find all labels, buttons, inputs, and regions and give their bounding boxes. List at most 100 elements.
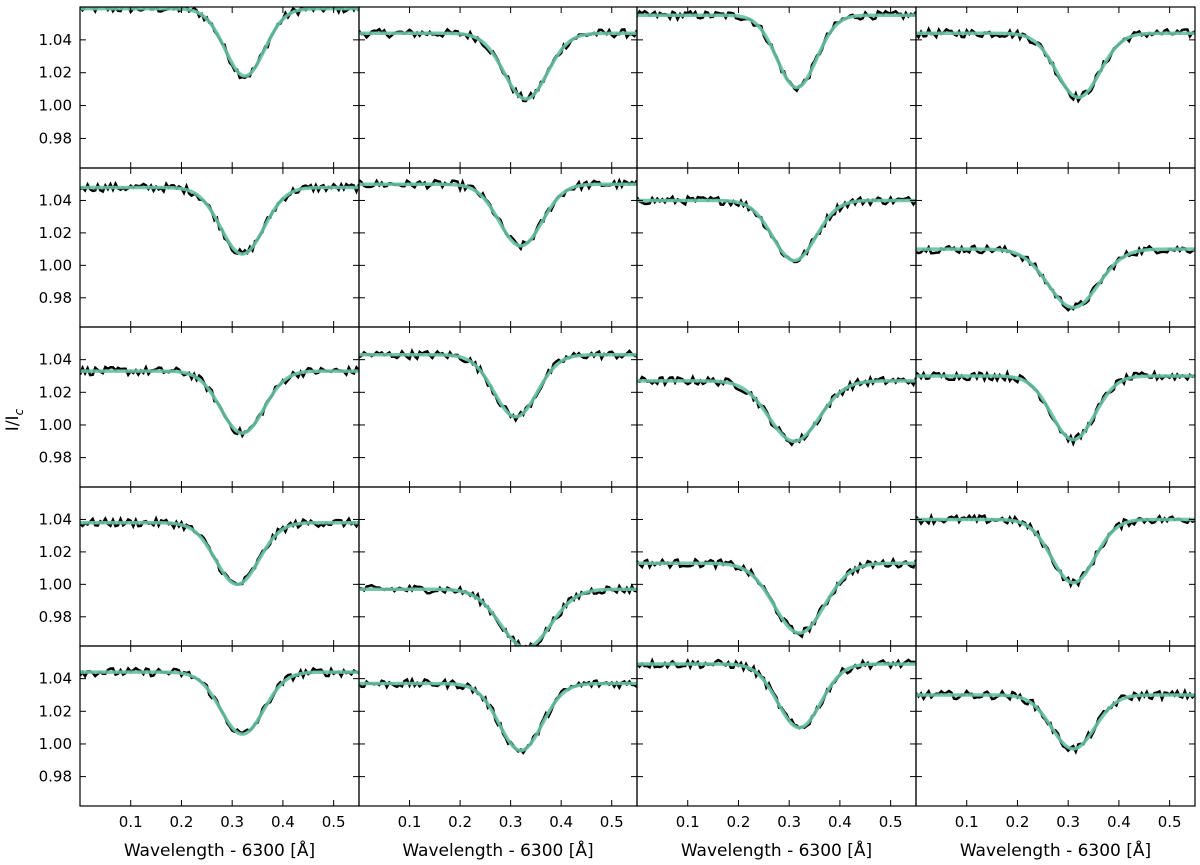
panel (636, 326, 917, 488)
panel: 0.98 1.00 1.02 1.04 (39, 167, 360, 328)
panel-frame (636, 645, 917, 807)
x-tick-label: 0.3 (1056, 813, 1080, 831)
panel (915, 167, 1196, 328)
x-tick-label: 0.1 (955, 813, 979, 831)
panel (915, 6, 1196, 169)
fit-profile-line (637, 662, 916, 730)
y-tick-label: 1.00 (39, 575, 72, 593)
observed-profile-line (359, 583, 637, 646)
panel (636, 486, 917, 647)
panel: 0.98 1.00 1.02 1.04 (39, 486, 360, 647)
observed-profile-line (637, 194, 916, 264)
panel: 0.98 1.00 1.02 1.04 (39, 326, 360, 488)
x-tick-label: 0.2 (1006, 813, 1030, 831)
fit-profile-line (637, 198, 916, 263)
observed-profile-line (916, 243, 1195, 312)
panel: 0.98 1.00 1.02 1.04 (39, 6, 360, 169)
fit-profile-line (637, 379, 916, 444)
fit-profile-line (80, 185, 359, 256)
panel (358, 486, 638, 647)
y-tick-label: 1.02 (39, 64, 72, 82)
y-tick-label: 0.98 (39, 449, 72, 467)
y-tick-label: 1.04 (39, 670, 72, 688)
panel (358, 645, 638, 807)
panel-frame (636, 326, 917, 488)
x-tick-label: 0.3 (220, 813, 244, 831)
x-tick-label: 0.2 (727, 813, 751, 831)
x-tick-label: 0.4 (1107, 813, 1131, 831)
x-tick-label: 0.5 (322, 813, 346, 831)
fit-profile-line (916, 374, 1195, 442)
x-tick-label: 0.3 (777, 813, 801, 831)
panel: 0.98 1.00 1.02 1.04 (39, 645, 360, 807)
panel-frame (636, 167, 917, 328)
panel (636, 645, 917, 807)
x-axis-label: Wavelength - 6300 [Å] (124, 839, 315, 861)
fit-profile-line (916, 693, 1195, 751)
y-tick-label: 1.00 (39, 97, 72, 115)
x-tick-label: 0.3 (499, 813, 523, 831)
y-tick-label: 1.02 (39, 543, 72, 561)
observed-profile-line (637, 373, 916, 447)
y-tick-label: 1.04 (39, 351, 72, 369)
panel (636, 167, 917, 328)
x-tick-label: 0.1 (398, 813, 422, 831)
y-tick-label: 0.98 (39, 608, 72, 626)
x-axis-label: Wavelength - 6300 [Å] (681, 839, 872, 861)
observed-profile-line (80, 180, 359, 256)
panel (915, 645, 1196, 807)
y-tick-label: 0.98 (39, 768, 72, 786)
y-tick-label: 1.02 (39, 702, 72, 720)
fit-profile-line (637, 561, 916, 635)
panel (915, 486, 1196, 647)
y-tick-label: 0.98 (39, 129, 72, 147)
fit-profile-line (359, 31, 637, 101)
fit-profile-line (359, 182, 637, 248)
x-tick-label: 0.5 (600, 813, 624, 831)
panel-frame (915, 645, 1196, 807)
fit-profile-line (916, 247, 1195, 310)
observed-profile-line (916, 369, 1195, 447)
x-axis-label: Wavelength - 6300 [Å] (960, 839, 1151, 861)
panel-frame (79, 6, 360, 169)
x-tick-label: 0.2 (170, 813, 194, 831)
observed-profile-line (80, 666, 359, 735)
panel-frame (915, 326, 1196, 488)
panel (358, 6, 638, 169)
fit-profile-line (916, 31, 1195, 100)
y-axis-label: I/Ic (3, 408, 26, 431)
panel-frame (79, 167, 360, 328)
x-axis-labels: 0.1 0.2 0.3 0.4 0.5 Wavelength - 6300 [Å] 0.1 0… (119, 813, 1182, 861)
observed-profile-line (637, 9, 916, 93)
x-tick-label: 0.2 (448, 813, 472, 831)
panel-frame (358, 326, 638, 488)
x-tick-label: 0.1 (676, 813, 700, 831)
y-axis-label-subscript: c (12, 408, 26, 415)
y-tick-label: 1.00 (39, 735, 72, 753)
fit-profile-line (359, 353, 637, 419)
fit-profile-line (80, 369, 359, 435)
y-tick-label: 1.04 (39, 191, 72, 209)
observed-profile-line (80, 364, 359, 439)
y-tick-label: 1.04 (39, 510, 72, 528)
x-tick-label: 0.5 (1158, 813, 1182, 831)
panel (636, 6, 917, 169)
observed-profile-line (359, 348, 637, 423)
y-tick-label: 1.02 (39, 383, 72, 401)
panel (915, 326, 1196, 488)
x-axis-label: Wavelength - 6300 [Å] (402, 839, 593, 861)
panel-grid: 0.98 1.00 1.02 1.04 0.98 1.00 1.02 1.04 0.98 1.00… (39, 6, 1196, 807)
fit-profile-line (359, 587, 637, 646)
observed-profile-line (637, 657, 916, 730)
y-tick-label: 1.00 (39, 256, 72, 274)
observed-profile-line (80, 515, 359, 586)
observed-profile-line (359, 177, 637, 252)
y-tick-label: 1.04 (39, 31, 72, 49)
observed-profile-line (916, 26, 1195, 104)
x-tick-label: 0.1 (119, 813, 143, 831)
x-tick-label: 0.5 (879, 813, 903, 831)
observed-profile-line (637, 556, 916, 639)
panel (358, 167, 638, 328)
x-tick-label: 0.4 (271, 813, 295, 831)
